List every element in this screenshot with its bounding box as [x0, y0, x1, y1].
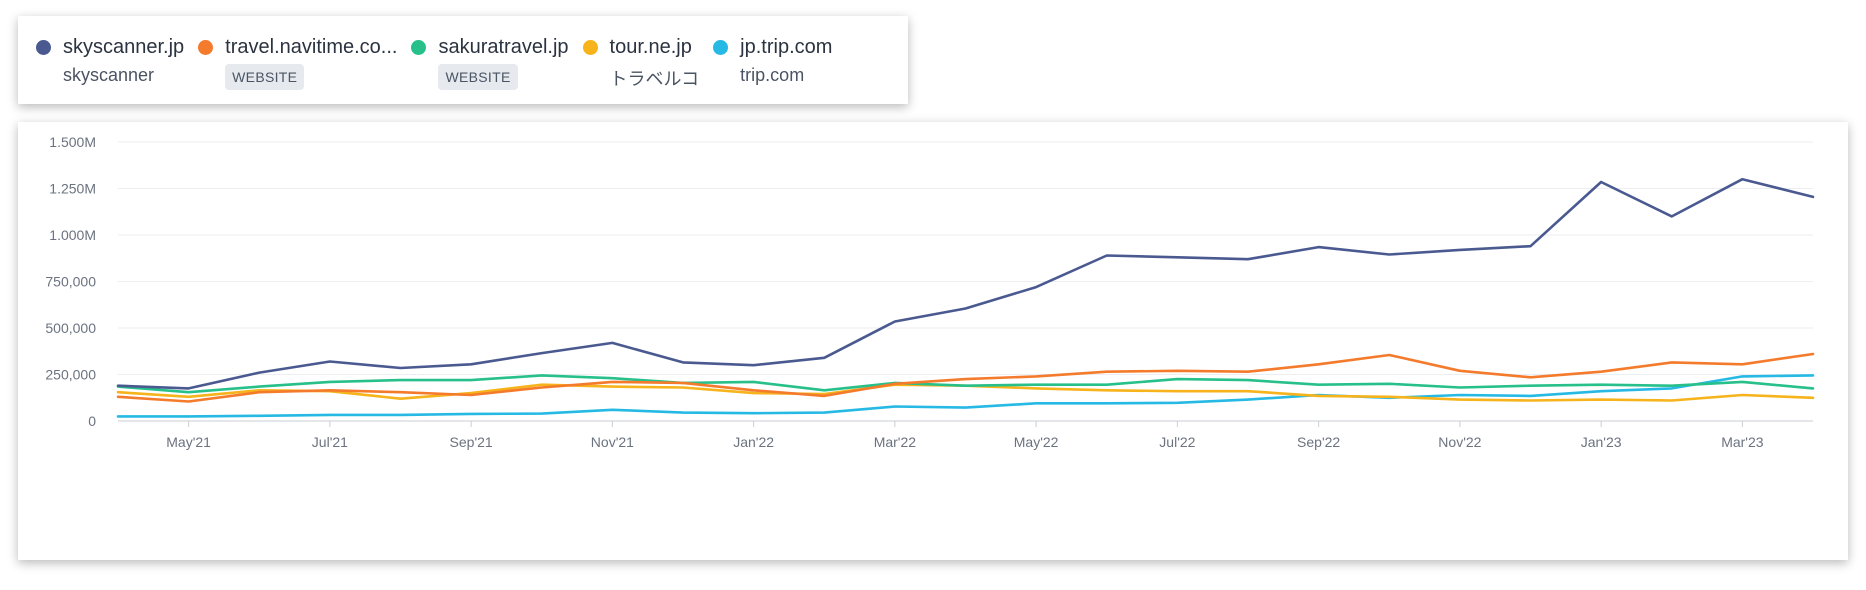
legend-brand-name: トラベルコ: [609, 69, 700, 89]
series-dot-icon: [36, 40, 51, 55]
x-tick-label: Sep'22: [1297, 434, 1340, 450]
x-tick-label: Jul'22: [1159, 434, 1195, 450]
legend-item[interactable]: jp.trip.com trip.com: [713, 36, 832, 104]
chart-panel: 0 250,000 500,000 750,000 1.000M 1.250M 1.500M…: [18, 122, 1848, 560]
series-line: [116, 177, 1815, 390]
legend-item[interactable]: tour.ne.jp トラベルコ: [582, 36, 700, 104]
website-badge: WEBSITE: [438, 64, 518, 90]
legend-item[interactable]: sakuratravel.jp WEBSITE: [411, 36, 569, 104]
legend-brand-name: trip.com: [740, 65, 805, 85]
legend-site-name: travel.navitime.co...: [225, 36, 398, 58]
legend-brand-name: skyscanner: [63, 65, 155, 85]
x-tick-label: Jan'22: [733, 434, 774, 450]
legend-item[interactable]: travel.navitime.co... WEBSITE: [198, 36, 397, 104]
legend-site-name: tour.ne.jp: [609, 36, 692, 58]
x-tick-label: Nov'22: [1438, 434, 1481, 450]
y-tick-label: 750,000: [45, 274, 96, 290]
series-dot-icon: [411, 40, 427, 55]
y-tick-label: 1.500M: [49, 134, 96, 150]
legend-site-name: skyscanner.jp: [63, 36, 185, 58]
legend-item[interactable]: skyscanner.jp skyscanner: [36, 36, 184, 104]
series-line: [116, 374, 1815, 394]
legend-panel: skyscanner.jp skyscanner travel.navitime.c…: [18, 16, 908, 104]
legend-site-name: jp.trip.com: [740, 36, 833, 58]
y-tick-label: 1.000M: [49, 227, 96, 243]
line-chart: 0 250,000 500,000 750,000 1.000M 1.250M 1.500M…: [45, 134, 1815, 450]
x-tick-label: May'22: [1014, 434, 1059, 450]
legend-site-name: sakuratravel.jp: [438, 36, 569, 58]
x-tick-label: Sep'21: [450, 434, 493, 450]
x-tick-label: Jul'21: [312, 434, 348, 450]
y-tick-label: 250,000: [45, 367, 96, 383]
y-tick-label: 500,000: [45, 320, 96, 336]
series-line: [116, 352, 1815, 403]
x-tick-label: Jan'23: [1581, 434, 1622, 450]
x-tick-label: Mar'22: [874, 434, 917, 450]
y-tick-label: 1.250M: [49, 181, 96, 197]
series-dot-icon: [713, 40, 729, 55]
series-line: [116, 374, 1815, 418]
y-tick-label: 0: [88, 413, 96, 429]
x-tick-label: Mar'23: [1721, 434, 1764, 450]
series-dot-icon: [198, 40, 214, 55]
series-dot-icon: [582, 40, 598, 55]
x-tick-label: May'21: [166, 434, 211, 450]
website-badge: WEBSITE: [225, 64, 305, 90]
x-tick-label: Nov'21: [591, 434, 634, 450]
